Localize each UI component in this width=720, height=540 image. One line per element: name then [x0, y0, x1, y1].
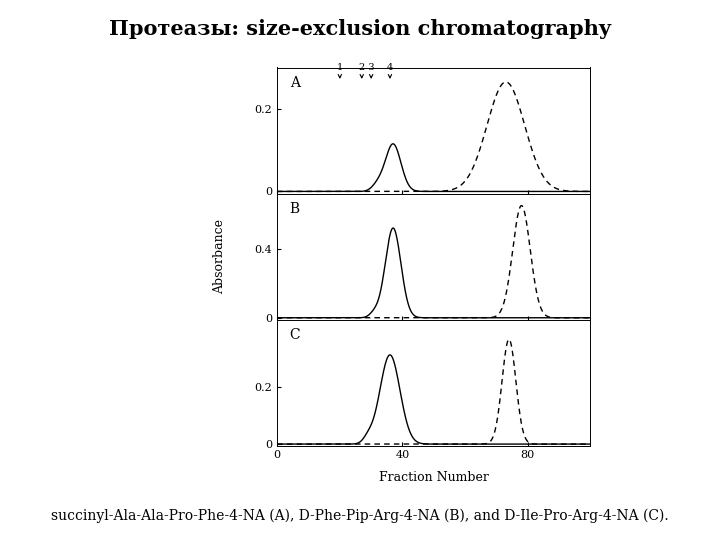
Text: C: C: [289, 328, 300, 342]
Text: 1: 1: [337, 64, 343, 72]
Text: 4: 4: [387, 64, 393, 72]
Text: 2 3: 2 3: [359, 64, 374, 72]
Text: Absorbance: Absorbance: [213, 219, 226, 294]
Text: Fraction Number: Fraction Number: [379, 471, 488, 484]
Text: B: B: [289, 202, 300, 217]
Text: A: A: [289, 76, 300, 90]
Text: succinyl-Ala-Ala-Pro-Phe-4-NA (A), D-Phe-Pip-Arg-4-NA (B), and D-Ile-Pro-Arg-4-N: succinyl-Ala-Ala-Pro-Phe-4-NA (A), D-Phe…: [51, 509, 669, 523]
Text: Протеазы: size-exclusion chromatography: Протеазы: size-exclusion chromatography: [109, 19, 611, 39]
